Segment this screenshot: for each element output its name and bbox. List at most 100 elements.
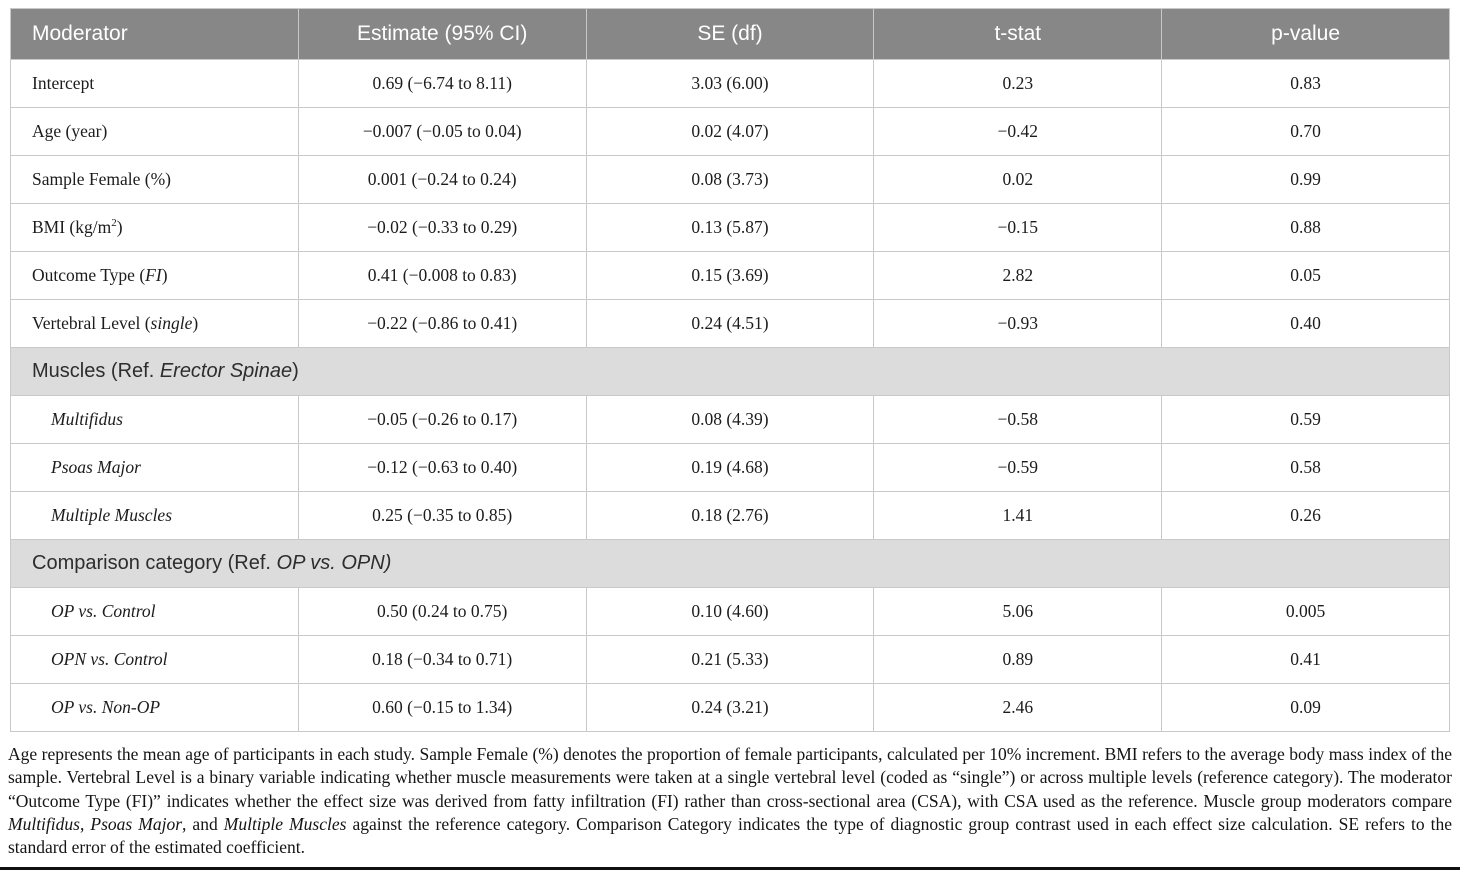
t-stat-cell: 0.23	[873, 59, 1163, 108]
text: )	[292, 360, 299, 382]
italic-text: OP vs. Control	[51, 601, 156, 621]
estimate-cell: −0.02 (−0.33 to 0.29)	[297, 203, 587, 252]
se-df-cell: 0.18 (2.76)	[585, 491, 875, 540]
t-stat-cell: −0.93	[873, 299, 1163, 348]
section-row: Muscles (Ref. Erector Spinae)	[10, 347, 1450, 396]
col-header-estimate: Estimate (95% CI)	[297, 8, 587, 60]
estimate-cell: −0.05 (−0.26 to 0.17)	[297, 395, 587, 444]
moderator-cell: Multiple Muscles	[10, 491, 299, 540]
col-header-p-value: p-value	[1161, 8, 1450, 60]
moderator-cell: OPN vs. Control	[10, 635, 299, 684]
moderator-cell: Psoas Major	[10, 443, 299, 492]
table-row: Vertebral Level (single) −0.22 (−0.86 to …	[10, 299, 1450, 348]
p-value-cell: 0.26	[1161, 491, 1450, 540]
p-value-cell: 0.09	[1161, 683, 1450, 732]
footnote-text: Age represents the mean age of participa…	[8, 743, 1452, 859]
t-stat-cell: 5.06	[873, 587, 1163, 636]
moderator-cell: Intercept	[10, 59, 299, 108]
p-value-cell: 0.40	[1161, 299, 1450, 348]
table-row: Outcome Type (FI) 0.41 (−0.008 to 0.83) 0.…	[10, 251, 1450, 300]
text: Age (year)	[32, 121, 108, 141]
italic-text: Multifidus	[8, 813, 80, 834]
table-row: OP vs. Control 0.50 (0.24 to 0.75) 0.10 (4…	[10, 587, 1450, 636]
p-value-cell: 0.05	[1161, 251, 1450, 300]
section-label: Muscles (Ref. Erector Spinae)	[10, 347, 1450, 396]
se-df-cell: 0.15 (3.69)	[585, 251, 875, 300]
p-value-cell: 0.005	[1161, 587, 1450, 636]
moderator-cell: Age (year)	[10, 107, 299, 156]
se-df-cell: 0.10 (4.60)	[585, 587, 875, 636]
moderator-cell: BMI (kg/m2)	[10, 203, 299, 252]
moderator-cell: OP vs. Control	[10, 587, 299, 636]
t-stat-cell: −0.15	[873, 203, 1163, 252]
table-row: OPN vs. Control 0.18 (−0.34 to 0.71) 0.21 …	[10, 635, 1450, 684]
se-df-cell: 0.24 (4.51)	[585, 299, 875, 348]
col-header-se-df: SE (df)	[585, 8, 875, 60]
col-header-moderator: Moderator	[10, 8, 299, 60]
table-row: Intercept 0.69 (−6.74 to 8.11) 3.03 (6.00)…	[10, 59, 1450, 108]
se-df-cell: 0.24 (3.21)	[585, 683, 875, 732]
text: Age represents the mean age of participa…	[8, 744, 1452, 811]
se-df-cell: 0.08 (3.73)	[585, 155, 875, 204]
estimate-cell: 0.25 (−0.35 to 0.85)	[297, 491, 587, 540]
text: )	[192, 313, 199, 333]
p-value-cell: 0.99	[1161, 155, 1450, 204]
estimate-cell: −0.22 (−0.86 to 0.41)	[297, 299, 587, 348]
table-header-row: Moderator Estimate (95% CI) SE (df) t-st…	[10, 8, 1450, 60]
text: Sample Female (%)	[32, 169, 171, 189]
table-header: Moderator Estimate (95% CI) SE (df) t-st…	[10, 8, 1450, 60]
table-row: Psoas Major −0.12 (−0.63 to 0.40) 0.19 (4.…	[10, 443, 1450, 492]
table-row: Multifidus −0.05 (−0.26 to 0.17) 0.08 (4.3…	[10, 395, 1450, 444]
estimate-cell: −0.12 (−0.63 to 0.40)	[297, 443, 587, 492]
text: )	[116, 217, 123, 237]
text: Intercept	[32, 73, 95, 93]
t-stat-cell: −0.58	[873, 395, 1163, 444]
estimate-cell: 0.41 (−0.008 to 0.83)	[297, 251, 587, 300]
estimate-cell: 0.18 (−0.34 to 0.71)	[297, 635, 587, 684]
se-df-cell: 0.08 (4.39)	[585, 395, 875, 444]
table-row: Age (year) −0.007 (−0.05 to 0.04) 0.02 (4.…	[10, 107, 1450, 156]
italic-text: Psoas Major	[90, 813, 182, 834]
p-value-cell: 0.58	[1161, 443, 1450, 492]
t-stat-cell: 2.82	[873, 251, 1163, 300]
t-stat-cell: 0.02	[873, 155, 1163, 204]
moderator-cell: Vertebral Level (single)	[10, 299, 299, 348]
p-value-cell: 0.83	[1161, 59, 1450, 108]
text: Outcome Type (	[32, 265, 146, 285]
moderator-cell: OP vs. Non-OP	[10, 683, 299, 732]
bottom-rule	[0, 867, 1460, 870]
p-value-cell: 0.41	[1161, 635, 1450, 684]
text: Comparison category (Ref.	[32, 552, 277, 574]
moderator-cell: Sample Female (%)	[10, 155, 299, 204]
estimate-cell: 0.001 (−0.24 to 0.24)	[297, 155, 587, 204]
section-row: Comparison category (Ref. OP vs. OPN)	[10, 539, 1450, 588]
table-row: OP vs. Non-OP 0.60 (−0.15 to 1.34) 0.24 (3…	[10, 683, 1450, 732]
italic-text: Erector Spinae	[159, 360, 293, 382]
table-body: Intercept 0.69 (−6.74 to 8.11) 3.03 (6.00)…	[10, 59, 1450, 732]
text: Vertebral Level (	[32, 313, 151, 333]
estimate-cell: 0.69 (−6.74 to 8.11)	[297, 59, 587, 108]
text: Muscles (Ref.	[32, 360, 160, 382]
italic-text: Multiple Muscles	[223, 813, 347, 834]
moderator-cell: Outcome Type (FI)	[10, 251, 299, 300]
italic-text: Psoas Major	[51, 457, 141, 477]
moderator-table: Moderator Estimate (95% CI) SE (df) t-st…	[10, 8, 1450, 732]
text: ,	[79, 813, 91, 834]
italic-text: single	[150, 313, 193, 333]
text: )	[161, 265, 168, 285]
t-stat-cell: 2.46	[873, 683, 1163, 732]
italic-text: FI	[145, 265, 162, 285]
italic-text: Multifidus	[51, 409, 123, 429]
se-df-cell: 3.03 (6.00)	[585, 59, 875, 108]
italic-text: OP vs. Non-OP	[51, 697, 161, 717]
table-row: BMI (kg/m2) −0.02 (−0.33 to 0.29) 0.13 (5.…	[10, 203, 1450, 252]
se-df-cell: 0.21 (5.33)	[585, 635, 875, 684]
text: against the reference category. Comparis…	[8, 813, 1453, 858]
t-stat-cell: −0.42	[873, 107, 1163, 156]
table-row: Sample Female (%) 0.001 (−0.24 to 0.24) 0.…	[10, 155, 1450, 204]
p-value-cell: 0.59	[1161, 395, 1450, 444]
estimate-cell: −0.007 (−0.05 to 0.04)	[297, 107, 587, 156]
se-df-cell: 0.19 (4.68)	[585, 443, 875, 492]
italic-text: Multiple Muscles	[51, 505, 173, 525]
